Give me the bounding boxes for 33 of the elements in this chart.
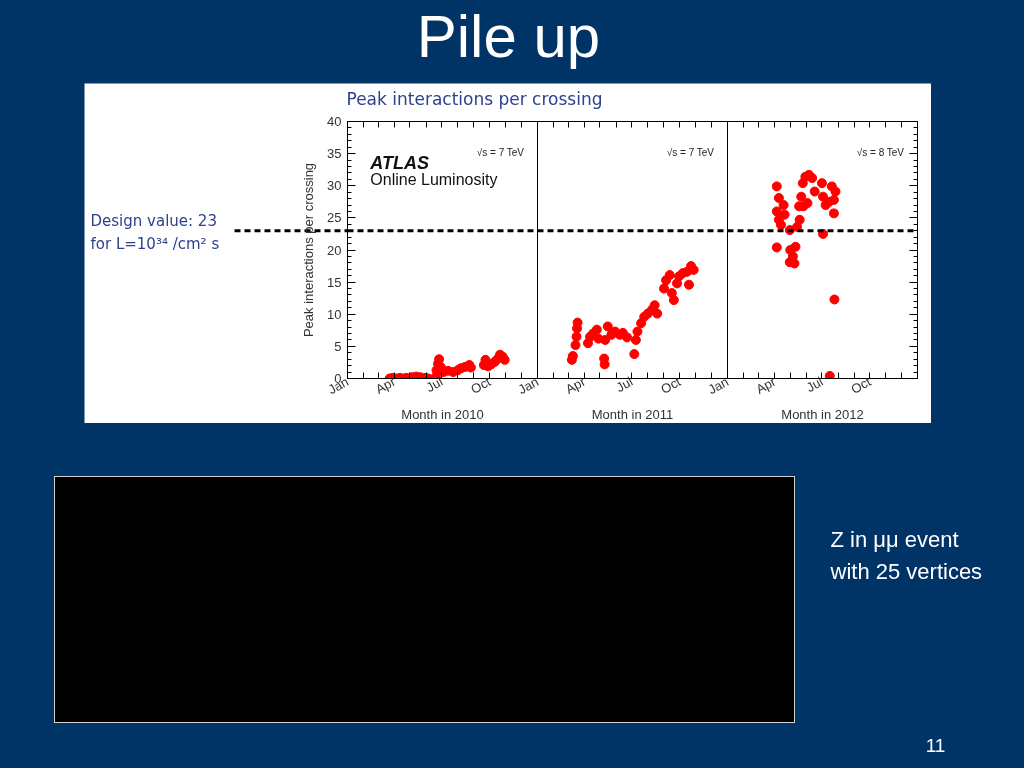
- x-tick-label: Jul: [803, 373, 826, 396]
- annotation: √s = 8 TeV: [856, 146, 905, 158]
- x-axis-title: Month in 2012: [781, 406, 864, 422]
- x-tick-label: Jul: [613, 373, 636, 396]
- x-tick-label: Oct: [468, 373, 494, 397]
- y-tick-label: 20: [327, 242, 342, 258]
- chart-subtitle: Peak interactions per crossing: [346, 88, 603, 109]
- x-tick-label: Jan: [705, 373, 732, 398]
- x-axis-title: Month in 2010: [401, 406, 484, 422]
- y-tick-label: 35: [327, 146, 342, 162]
- y-tick-label: 10: [327, 306, 342, 322]
- y-tick-label: 5: [334, 338, 342, 354]
- annotation: √s = 7 TeV: [666, 146, 715, 158]
- x-tick-label: Oct: [848, 373, 874, 397]
- x-tick-label: Apr: [563, 373, 589, 397]
- x-tick-label: Jan: [515, 373, 542, 398]
- x-axis-title: Month in 2011: [591, 406, 674, 422]
- annotation: √s = 7 TeV: [476, 146, 525, 158]
- y-tick-label: 25: [327, 210, 342, 226]
- y-axis-title: Peak interactions per crossing: [301, 162, 317, 338]
- chart-title: Pile up: [416, 3, 601, 70]
- y-tick-label: 30: [327, 178, 342, 194]
- x-tick-label: Oct: [658, 373, 684, 397]
- x-tick-label: Apr: [373, 373, 399, 397]
- text: 11: [925, 735, 946, 756]
- y-tick-label: 15: [327, 274, 342, 290]
- x-tick-label: Apr: [753, 373, 779, 397]
- x-tick-label: Jul: [423, 373, 446, 396]
- ref-line-label: Design value: 23 for L=10³⁴ /cm² s: [90, 212, 220, 254]
- annotation: ATLAS: [369, 152, 429, 173]
- y-tick-label: 40: [327, 114, 342, 129]
- text: Z in μμ event with 25 vertices: [829, 526, 983, 584]
- annotation: Online Luminosity: [370, 170, 498, 188]
